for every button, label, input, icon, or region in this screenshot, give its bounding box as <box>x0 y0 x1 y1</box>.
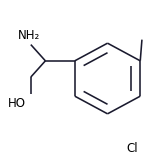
Text: Cl: Cl <box>127 142 138 155</box>
Text: NH₂: NH₂ <box>18 29 40 42</box>
Text: HO: HO <box>8 97 26 110</box>
